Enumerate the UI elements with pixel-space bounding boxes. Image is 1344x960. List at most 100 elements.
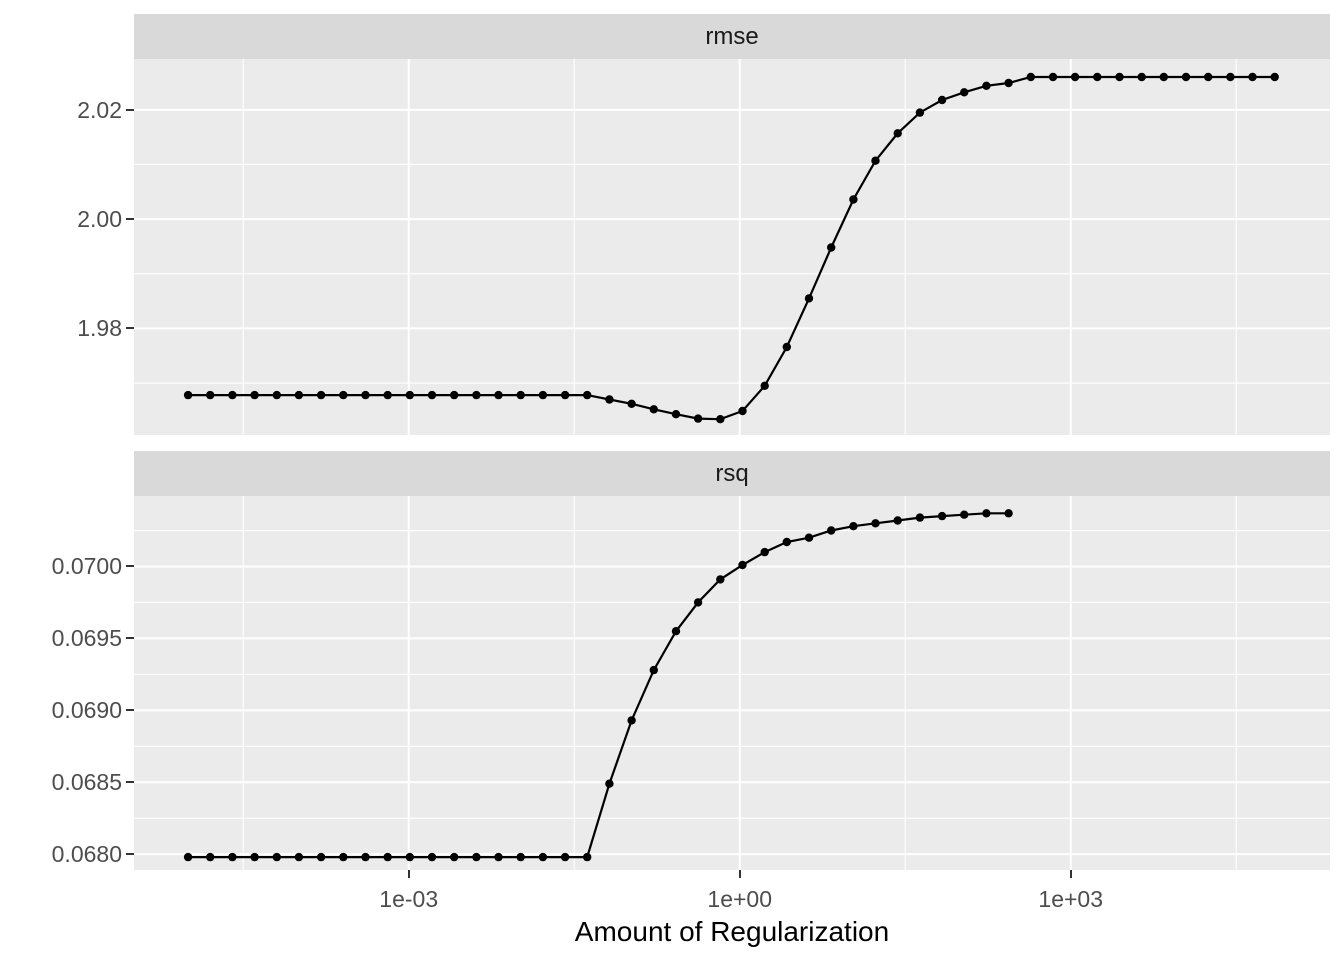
data-point (560, 852, 570, 862)
y-tick-mark (126, 108, 134, 111)
data-point (627, 716, 636, 725)
y-tick-label: 2.00 (77, 206, 122, 233)
y-tick-mark (126, 853, 134, 856)
metric-line-rsq (188, 512, 1009, 859)
data-point (472, 390, 481, 400)
x-tick-label: 1e-03 (379, 886, 439, 912)
panel-svg-rmse (134, 59, 1330, 435)
data-point (316, 390, 326, 400)
data-point (183, 390, 193, 400)
data-point (472, 852, 481, 862)
data-point (738, 560, 747, 570)
plot-panel-rsq (134, 496, 1330, 870)
data-point (383, 390, 392, 400)
data-point (804, 533, 814, 542)
data-point (206, 390, 215, 400)
data-point (1248, 72, 1257, 82)
data-point (960, 510, 969, 519)
data-point (760, 381, 769, 390)
y-tick-label: 0.0695 (51, 625, 122, 652)
data-point (339, 852, 348, 862)
y-tick-label: 0.0685 (51, 769, 122, 796)
data-point (827, 243, 836, 252)
facet-strip-rmse: rmse (134, 14, 1330, 59)
y-tick-mark (126, 565, 134, 568)
data-point (450, 390, 459, 400)
data-point (427, 852, 437, 862)
data-point (294, 852, 304, 862)
data-point (183, 852, 193, 862)
data-point (383, 852, 392, 862)
data-point (849, 195, 858, 204)
data-point (538, 390, 548, 400)
data-point (316, 852, 326, 862)
data-point (494, 852, 503, 862)
facet-strip-rsq: rsq (134, 451, 1330, 496)
data-point (1004, 78, 1013, 88)
x-axis-title: Amount of Regularization (574, 916, 890, 947)
data-point (605, 395, 614, 404)
data-point (693, 414, 703, 423)
data-point (915, 108, 925, 117)
y-tick-label: 0.0680 (51, 841, 122, 868)
data-point (339, 390, 348, 400)
data-point (1004, 509, 1013, 518)
data-point (915, 513, 925, 522)
data-point (982, 81, 991, 90)
data-point (738, 406, 747, 416)
data-point (1048, 72, 1058, 82)
data-point (228, 390, 237, 400)
data-point (272, 390, 281, 400)
data-point (693, 598, 703, 607)
data-point (716, 575, 725, 584)
data-point (671, 410, 681, 419)
data-point (849, 522, 858, 531)
data-point (516, 390, 525, 400)
x-tick-mark (407, 870, 410, 878)
data-point (1026, 72, 1035, 82)
data-point (494, 390, 503, 400)
data-point (960, 88, 969, 97)
data-point (605, 779, 614, 788)
data-point (893, 516, 902, 525)
data-point (871, 519, 880, 528)
x-tick-mark (738, 870, 741, 878)
data-point (649, 405, 658, 414)
data-point (827, 526, 836, 535)
data-point (804, 294, 814, 303)
data-point (1070, 72, 1080, 82)
data-point (361, 852, 370, 862)
data-point (1115, 72, 1124, 82)
x-tick-label: 1e+03 (1038, 886, 1104, 912)
data-point (716, 415, 725, 424)
data-point (405, 390, 414, 400)
data-point (871, 156, 880, 165)
data-point (893, 129, 902, 138)
data-point (627, 399, 636, 408)
data-point (250, 390, 259, 400)
data-point (1270, 72, 1279, 82)
metric-line-rmse (188, 75, 1275, 421)
data-point (560, 390, 570, 400)
plot-panel-rmse (134, 59, 1330, 435)
data-point (671, 627, 681, 636)
y-tick-mark (126, 637, 134, 640)
data-point (1159, 72, 1169, 82)
data-point (206, 852, 215, 862)
data-point (583, 390, 592, 400)
panel-svg-rsq (134, 496, 1330, 870)
data-point (937, 511, 947, 521)
data-point (1181, 72, 1191, 82)
x-tick-mark (1069, 870, 1072, 878)
facet-strip-label-rsq: rsq (715, 459, 749, 487)
data-point (272, 852, 281, 862)
data-point (649, 665, 658, 675)
y-tick-mark (126, 781, 134, 784)
data-point (1093, 72, 1102, 82)
y-tick-label: 2.02 (77, 96, 122, 123)
data-point (361, 390, 370, 400)
data-point (228, 852, 237, 862)
y-tick-mark (126, 218, 134, 221)
y-tick-mark (126, 709, 134, 712)
